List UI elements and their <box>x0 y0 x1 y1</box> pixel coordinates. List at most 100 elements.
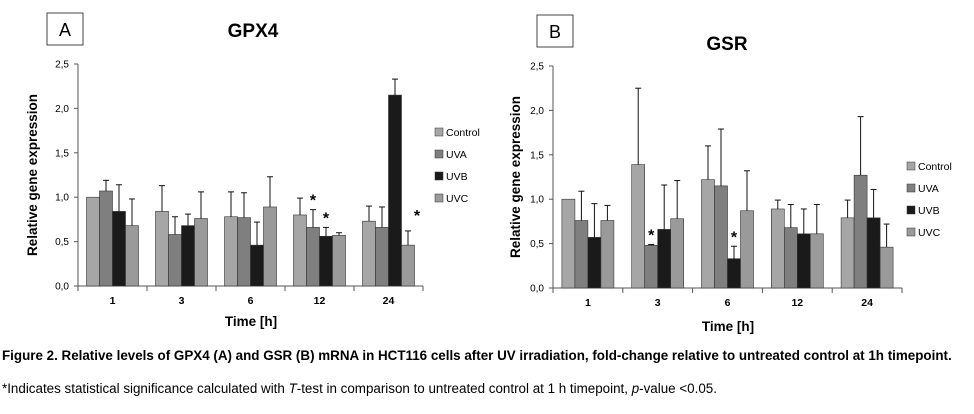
x-tick-label: 1 <box>110 295 116 307</box>
footnote-p-italic: p <box>631 381 640 396</box>
bar-control-3 <box>155 211 169 287</box>
bar-uvb-3 <box>181 225 195 287</box>
bar-uvb-6 <box>727 258 741 289</box>
x-tick-label: 1 <box>585 297 591 309</box>
y-tick-label: 2,5 <box>530 62 544 73</box>
bar-uvb-24 <box>388 94 402 287</box>
bar-uvc-24 <box>879 246 894 289</box>
bar-uva-6 <box>237 217 251 287</box>
bar-control-12 <box>293 214 307 287</box>
legend-swatch-control <box>906 161 916 171</box>
significance-marker: * <box>648 227 655 244</box>
y-tick-label: 2,5 <box>55 60 69 71</box>
y-tick-label: 1,0 <box>55 193 69 204</box>
bar-uva-24 <box>853 174 868 289</box>
chart-title: GSR <box>706 34 747 55</box>
legend-swatch-uvc <box>434 193 444 203</box>
panel-label-box <box>536 14 574 48</box>
bar-uva-12 <box>306 227 320 287</box>
bar-uvc-12 <box>809 233 824 289</box>
bar-control-1 <box>561 198 576 289</box>
bar-uvc-1 <box>125 225 139 287</box>
y-tick-label: 1,5 <box>530 150 544 161</box>
legend-swatch-uvc <box>906 227 916 237</box>
bar-uvc-1 <box>600 220 615 289</box>
significance-marker: * <box>323 210 330 227</box>
y-tick-label: 1,5 <box>55 148 69 159</box>
bar-uvb-1 <box>587 237 602 289</box>
legend-label-uva: UVA <box>446 149 467 161</box>
bar-uva-24 <box>375 227 389 287</box>
y-tick-label: 0,0 <box>530 284 544 295</box>
panel-label-box <box>46 12 84 46</box>
significance-marker: * <box>310 193 317 210</box>
chart-title: GPX4 <box>228 21 279 42</box>
chart-gsr: B GSR 0,0 0,5 1,0 1,5 2,0 2,5 1 3 6 12 24 * * Relative … <box>508 14 952 334</box>
legend-label-uvc: UVC <box>918 227 941 239</box>
legend-label-uvc: UVC <box>446 193 469 205</box>
bar-control-1 <box>86 196 100 287</box>
y-tick-label: 0,5 <box>530 239 544 250</box>
legend-swatch-uvb <box>906 205 916 215</box>
figure-footnote: *Indicates statistical significance calc… <box>2 381 972 397</box>
y-axis-title: Relative gene expression <box>508 96 523 258</box>
y-tick-label: 2,0 <box>530 106 544 117</box>
legend-label-uva: UVA <box>918 183 939 195</box>
bar-uvb-6 <box>250 244 264 287</box>
bar-control-24 <box>840 217 855 289</box>
bar-uva-1 <box>574 220 589 289</box>
chart-panel-a: A GPX4 0,0 0,5 1,0 1,5 2,0 2,5 1 3 6 12 24 * * * Relativ… <box>0 0 487 340</box>
x-tick-label: 6 <box>725 297 731 309</box>
x-tick-label: 12 <box>314 295 326 307</box>
x-axis-title: Time [h] <box>702 319 754 334</box>
x-tick-label: 12 <box>791 297 803 309</box>
footnote-part-3: -value <0.05. <box>639 381 717 396</box>
x-tick-label: 3 <box>179 295 185 307</box>
legend-swatch-uva <box>906 183 916 193</box>
bar-uvb-12 <box>796 233 811 289</box>
bar-uvc-3 <box>194 218 208 287</box>
bar-uvb-3 <box>657 229 671 289</box>
bar-uva-1 <box>99 190 113 287</box>
footnote-t-italic: T <box>288 381 297 396</box>
bar-control-6 <box>701 179 715 289</box>
bar-uva-6 <box>714 185 728 289</box>
legend-swatch-uvb <box>434 171 444 181</box>
bar-control-12 <box>770 208 785 289</box>
chart-panel-b: B GSR 0,0 0,5 1,0 1,5 2,0 2,5 1 3 6 12 24 * * Relative … <box>487 0 974 340</box>
x-tick-label: 24 <box>861 297 873 309</box>
bar-control-3 <box>631 164 645 289</box>
legend-label-control: Control <box>918 161 952 173</box>
bar-uvb-1 <box>112 211 126 287</box>
footnote-part-1: *Indicates statistical significance calc… <box>2 381 289 396</box>
bar-uvc-6 <box>740 210 754 289</box>
bar-uvb-24 <box>866 217 881 289</box>
legend-label-uvb: UVB <box>446 171 468 183</box>
bar-uvb-12 <box>319 235 333 287</box>
panel-label: B <box>549 22 561 42</box>
figure-caption: Figure 2. Relative levels of GPX4 (A) an… <box>2 348 952 363</box>
footnote-part-2: -test in comparison to untreated control… <box>296 381 632 396</box>
x-axis-title: Time [h] <box>225 314 277 329</box>
y-tick-label: 1,0 <box>530 195 544 206</box>
significance-marker: * <box>731 229 738 246</box>
legend-swatch-uva <box>434 149 444 159</box>
bar-uvc-24 <box>401 244 415 287</box>
bar-uvc-6 <box>263 206 277 287</box>
y-tick-label: 0,0 <box>55 282 69 293</box>
bar-uva-3 <box>168 234 182 287</box>
legend-swatch-control <box>434 127 444 137</box>
bar-uvc-3 <box>670 218 684 289</box>
legend-label-control: Control <box>446 127 480 139</box>
bar-uvc-12 <box>332 235 346 287</box>
x-tick-label: 3 <box>655 297 661 309</box>
y-tick-label: 2,0 <box>55 104 69 115</box>
y-tick-label: 0,5 <box>55 237 69 248</box>
x-tick-label: 6 <box>248 295 254 307</box>
bar-control-24 <box>362 220 376 287</box>
bar-control-6 <box>224 216 238 287</box>
significance-marker: * <box>414 208 421 225</box>
bar-uva-12 <box>783 227 798 289</box>
legend-label-uvb: UVB <box>918 205 940 217</box>
bar-uva-3 <box>644 245 658 289</box>
